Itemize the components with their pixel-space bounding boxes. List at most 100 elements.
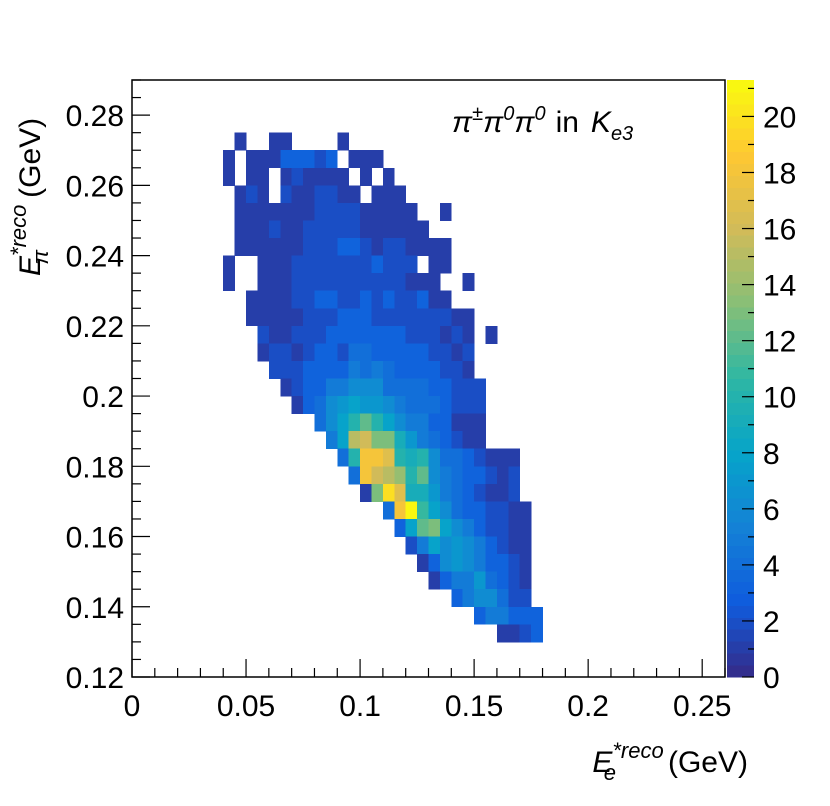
- heatmap-bin: [519, 554, 532, 573]
- color-scale-segment: [727, 199, 754, 212]
- heatmap-bin: [325, 325, 338, 344]
- x-axis-ticks: 0 0.05 0.1 0.15 0.2 0.25: [124, 659, 731, 723]
- heatmap-bin: [371, 378, 384, 397]
- heatmap-bin: [382, 325, 395, 344]
- y-tick-label: 0.16: [66, 522, 124, 555]
- heatmap-bin: [417, 483, 429, 502]
- heatmap-bin: [371, 396, 384, 415]
- heatmap-bin: [439, 536, 452, 555]
- heatmap-bin: [314, 396, 327, 415]
- heatmap-bin: [508, 448, 521, 467]
- color-scale-segment: [727, 533, 754, 547]
- heatmap-bin: [337, 132, 350, 151]
- heatmap-bin: [462, 360, 475, 379]
- heatmap-bin: [291, 220, 304, 239]
- heatmap-bin: [474, 554, 486, 573]
- heatmap-bin: [394, 466, 407, 485]
- heatmap-bin: [223, 167, 236, 186]
- heatmap-bin: [439, 378, 452, 397]
- color-scale-segment: [727, 497, 754, 511]
- heatmap-bin: [234, 220, 247, 239]
- color-scale-tick-label: 4: [763, 550, 780, 583]
- heatmap-bin: [382, 360, 395, 379]
- heatmap-bin: [246, 185, 258, 204]
- heatmap-bin: [337, 431, 350, 450]
- color-scale-segment: [727, 581, 754, 594]
- heatmap-bin: [485, 606, 498, 625]
- heatmap-bin: [485, 554, 498, 573]
- color-scale-segment: [727, 306, 754, 320]
- heatmap-bin: [360, 238, 372, 256]
- color-scale-segment: [727, 521, 754, 535]
- heatmap-bin: [428, 343, 441, 362]
- heatmap-bin: [314, 255, 327, 274]
- heatmap-bin: [348, 202, 361, 221]
- heatmap-bin: [485, 448, 498, 467]
- heatmap-bin: [325, 413, 338, 432]
- heatmap-bin: [337, 273, 350, 292]
- heatmap-bin: [485, 501, 498, 520]
- heatmap-bin: [371, 202, 384, 221]
- heatmap-bin: [257, 167, 270, 186]
- heatmap-bin: [246, 202, 258, 221]
- heatmap-bin: [428, 325, 441, 344]
- heatmap-bin: [474, 571, 486, 590]
- heatmap-bin: [451, 589, 464, 608]
- heatmap-bin: [303, 378, 315, 397]
- heatmap-bin: [234, 185, 247, 204]
- heatmap-bin: [394, 483, 407, 502]
- heatmap-bin: [417, 220, 429, 239]
- heatmap-bin: [382, 308, 395, 327]
- heatmap-bin: [360, 466, 372, 485]
- heatmap-bin: [371, 273, 384, 292]
- heatmap-bin: [291, 308, 304, 327]
- heatmap-bin: [428, 308, 441, 327]
- heatmap-bin: [280, 308, 293, 327]
- heatmap-bin: [417, 378, 429, 397]
- heatmap-bin: [371, 290, 384, 309]
- heatmap-bin: [474, 448, 486, 467]
- heatmap-bin: [405, 360, 418, 379]
- heatmap-bin: [280, 150, 293, 169]
- heatmap-bin: [462, 536, 475, 555]
- heatmap-bin: [337, 413, 350, 432]
- heatmap-bin: [417, 413, 429, 432]
- heatmap-bin: [496, 466, 509, 485]
- heatmap-bin: [405, 483, 418, 502]
- heatmap-bin: [246, 167, 258, 186]
- heatmap-bin: [348, 290, 361, 309]
- color-scale-segment: [727, 271, 754, 284]
- heatmap-bin: [337, 448, 350, 467]
- heatmap-bin: [280, 290, 293, 309]
- heatmap-bin: [371, 466, 384, 485]
- heatmap-bin: [280, 220, 293, 239]
- heatmap-bin: [428, 413, 441, 432]
- heatmap-bin: [337, 343, 350, 362]
- color-scale-segment: [727, 91, 754, 105]
- color-scale-tick-label: 14: [763, 270, 796, 303]
- heatmap-bin: [371, 150, 384, 169]
- heatmap-bin: [314, 378, 327, 397]
- heatmap-bin: [291, 150, 304, 169]
- heatmap-bin: [474, 413, 486, 432]
- heatmap-bin: [439, 308, 452, 327]
- heatmap-bin: [531, 624, 543, 643]
- heatmap-bin: [371, 238, 384, 256]
- heatmap-bin: [371, 483, 384, 502]
- heatmap-bin: [348, 325, 361, 344]
- heatmap-bin: [439, 202, 452, 221]
- heatmap-bin: [257, 325, 270, 344]
- color-scale-segment: [727, 103, 754, 117]
- heatmap-bin: [462, 448, 475, 467]
- heatmap-bin: [417, 238, 429, 256]
- color-scale-segment: [727, 617, 754, 630]
- heatmap-bin: [382, 167, 395, 186]
- y-tick-label: 0.2: [82, 381, 124, 414]
- heatmap-bin: [474, 501, 486, 520]
- color-scale-segment: [727, 151, 754, 165]
- heatmap-bin: [439, 290, 452, 309]
- heatmap-bin: [462, 518, 475, 537]
- heatmap-bin: [325, 220, 338, 239]
- heatmap-bin: [246, 290, 258, 309]
- heatmap-bin: [508, 536, 521, 555]
